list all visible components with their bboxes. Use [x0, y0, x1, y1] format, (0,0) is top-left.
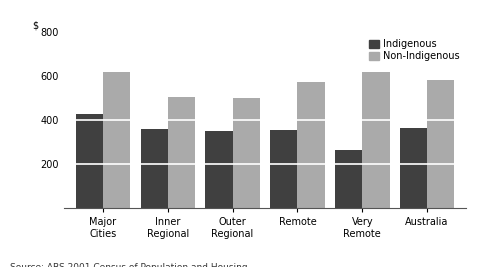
- Bar: [335, 150, 361, 208]
- Bar: [361, 72, 389, 208]
- Bar: [297, 82, 324, 208]
- Bar: [232, 98, 259, 208]
- Bar: [426, 80, 454, 208]
- Bar: [399, 128, 426, 208]
- Legend: Indigenous, Non-Indigenous: Indigenous, Non-Indigenous: [366, 37, 460, 63]
- Text: Source: ABS 2001 Census of Population and Housing.: Source: ABS 2001 Census of Population an…: [10, 263, 250, 267]
- Bar: [103, 72, 130, 208]
- Bar: [168, 97, 194, 208]
- Text: $: $: [32, 21, 38, 31]
- Bar: [75, 114, 103, 208]
- Bar: [205, 131, 232, 208]
- Bar: [140, 129, 168, 208]
- Bar: [270, 130, 297, 208]
